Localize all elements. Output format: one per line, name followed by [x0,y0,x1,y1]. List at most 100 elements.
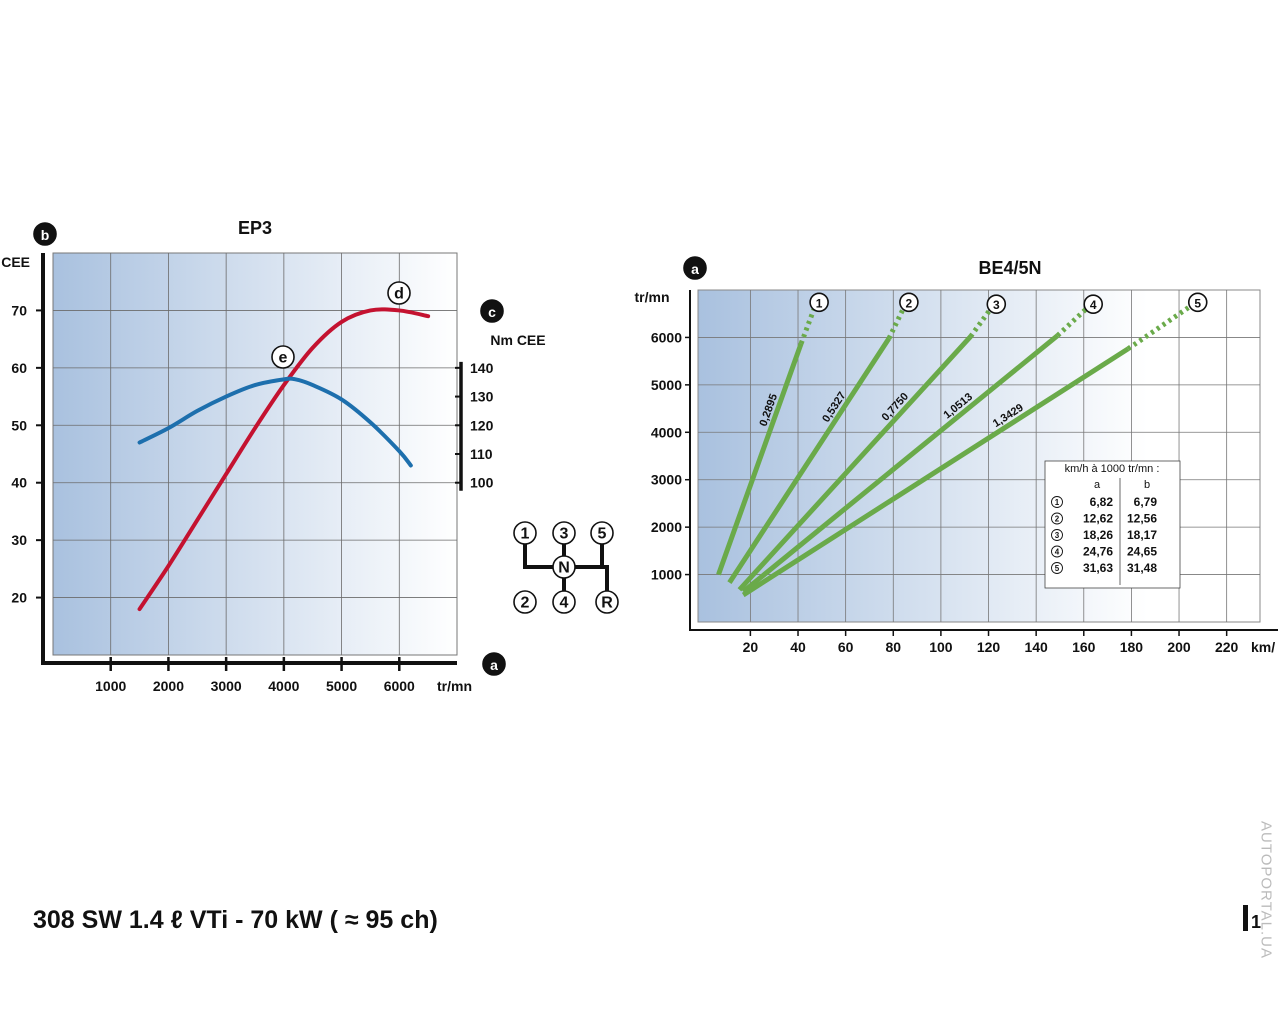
shift-gear-circle [552,590,576,614]
y-tick-label: 30 [11,532,27,548]
watermark: AUTOPORTAL.UA [1258,821,1275,959]
y2-tick-label: 100 [470,475,494,491]
table-cell: 31,63 [1083,561,1113,575]
table-title: km/h à 1000 tr/mn : [1065,463,1160,475]
x-tick-label: 220 [1215,639,1239,655]
axis-marker-circle [33,222,57,246]
x-tick-label: 180 [1120,639,1144,655]
table-gear: 2 [1055,515,1060,524]
gear-number-circle [809,292,829,313]
gear-number: 5 [1194,296,1201,310]
gear-line [727,337,892,585]
shift-gear: 2 [521,595,530,612]
y-tick-label: 5000 [651,377,682,393]
axis-marker-circle [482,652,506,676]
plot-area [52,252,458,656]
gear-number: 2 [906,296,913,310]
y-tick-label: 70 [11,302,27,318]
axis-marker: c [488,304,496,320]
annotation: d [394,286,404,303]
x-tick-label: 2000 [153,678,184,694]
table-cell: 18,17 [1127,528,1157,542]
x-axis-label: tr/mn [437,678,472,694]
gear-number-circle [986,294,1007,314]
chart-title: EP3 [238,218,272,238]
x-tick-label: 140 [1024,639,1048,655]
gear-number: 4 [1090,298,1097,312]
shift-gear: 4 [560,595,569,612]
x-tick-label: 40 [790,639,806,655]
gear-line-dotted [1055,303,1092,338]
table-cell: 24,65 [1127,545,1157,559]
table-gear: 1 [1055,498,1060,507]
y-axis-label: CEE [1,254,30,270]
table-gear-circle [1051,529,1063,541]
shift-neutral: N [558,560,570,577]
table-cell: 12,56 [1127,512,1157,526]
annotation-circle [387,281,411,305]
shift-gear-circle [590,521,614,545]
shift-gear: R [601,595,613,612]
axis-marker: a [490,657,498,673]
y-tick-label: 20 [11,590,27,606]
y-tick-label: 40 [11,475,27,491]
table-gear-circle [1051,496,1063,508]
y-tick-label: 4000 [651,424,682,440]
axis-marker-circle [683,256,707,280]
table-gear: 4 [1055,548,1060,557]
shift-gear: 5 [598,526,607,543]
shift-gear-circle [552,521,576,545]
table-column: a [1094,479,1101,491]
x-tick-label: 120 [977,639,1001,655]
x-tick-label: 80 [885,639,901,655]
y2-tick-label: 130 [470,389,494,405]
curve [137,307,431,612]
shift-neutral-circle [552,555,576,579]
shift-gear-circle [595,590,619,614]
y2-tick-label: 110 [470,446,493,462]
page-bar [1243,905,1248,931]
gear-number: 3 [993,298,1000,312]
table-column: b [1144,479,1150,491]
table-gear: 3 [1055,531,1060,540]
annotation-circle [271,345,295,369]
table-gear-circle [1051,512,1063,525]
table-cell: 6,79 [1134,495,1158,509]
annotation: e [279,350,288,367]
shift-gear-circle [513,521,537,545]
shift-gear: 3 [560,526,569,543]
gear-number-circle [1083,294,1104,314]
table-gear-circle [1051,545,1063,558]
shift-gear-circle [513,590,537,614]
gear-number: 1 [816,296,823,310]
x-axis-label: km/ [1251,639,1275,655]
footer-title: 308 SW 1.4 ℓ VTi - 70 kW ( ≈ 95 ch) [33,906,438,934]
axis-line [41,253,457,665]
axis-line [689,290,1278,631]
table-cell: 18,26 [1083,528,1113,542]
y-axis-label: tr/mn [635,289,670,305]
table-box [1044,460,1181,589]
x-tick-label: 200 [1167,639,1191,655]
axis-marker-circle [480,299,504,323]
x-tick-label: 1000 [95,678,126,694]
x-tick-label: 160 [1072,639,1096,655]
y-tick-label: 3000 [651,472,682,488]
y-tick-label: 1000 [651,567,682,583]
y-tick-label: 2000 [651,519,682,535]
gear-line [741,346,1130,598]
table-cell: 31,48 [1127,561,1157,575]
x-tick-label: 5000 [326,678,357,694]
axis-marker: b [41,227,50,243]
y-tick-label: 60 [11,360,27,376]
gear-number-circle [1187,292,1208,313]
table-gear-circle [1051,562,1063,574]
y2-axis-label: Nm CEE [490,332,545,348]
table-gear: 5 [1055,564,1060,573]
table-cell: 12,62 [1083,512,1113,526]
x-tick-label: 6000 [384,678,415,694]
axis-marker: a [691,261,699,277]
x-tick-label: 20 [743,639,759,655]
y-tick-label: 6000 [651,329,682,345]
gear-line [716,342,804,576]
